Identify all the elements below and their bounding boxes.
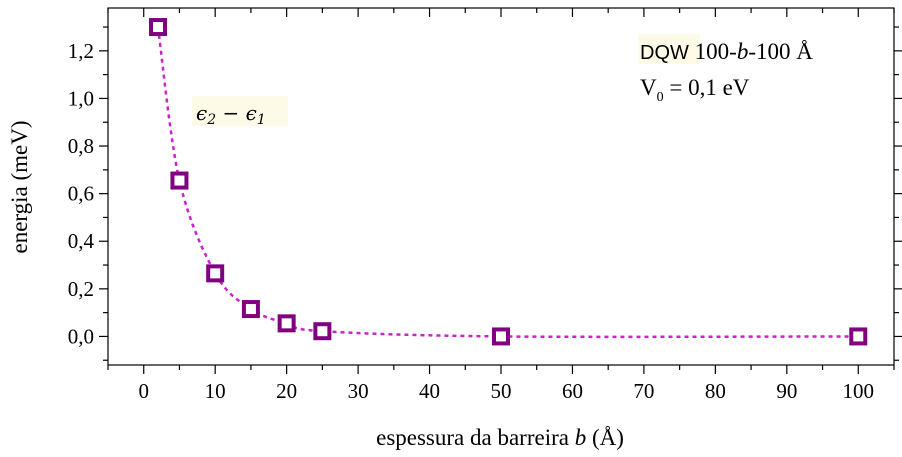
y-tick-label: 0,8: [68, 134, 94, 158]
x-axis-ticks: 0 10 20 30 40 50 60 70 80 90 100: [107, 8, 895, 403]
x-tick-label: 90: [776, 379, 797, 403]
curve-label: ϵ2 − ϵ1: [192, 96, 288, 128]
v0-annotation: V0 = 0,1 eV: [640, 75, 750, 105]
data-point-marker: [492, 327, 510, 346]
x-tick-label: 100: [843, 379, 875, 403]
data-point-marker: [849, 327, 868, 346]
y-tick-label: 1,2: [68, 39, 94, 63]
y-axis-title: energia (meV): [7, 120, 32, 253]
x-tick-label: 30: [348, 379, 369, 403]
data-point-marker: [277, 314, 296, 333]
x-tick-label: 0: [138, 379, 149, 403]
data-markers: [149, 18, 868, 346]
x-tick-label: 50: [491, 379, 512, 403]
x-tick-label: 40: [419, 379, 440, 403]
y-tick-label: 0,6: [68, 182, 94, 206]
data-point-marker: [149, 18, 168, 37]
x-tick-label: 80: [705, 379, 726, 403]
y-tick-label: 0,0: [68, 324, 94, 348]
svg-text:DQW 100-b-100 Å: DQW 100-b-100 Å: [640, 39, 813, 64]
data-point-marker: [206, 264, 225, 283]
y-axis-ticks: 0,0 0,2 0,4 0,6 0,8 1,0 1,2: [68, 26, 902, 361]
dqw-annotation: DQW 100-b-100 Å: [638, 34, 813, 64]
x-axis-title: espessura da barreira b (Å): [376, 425, 624, 450]
y-tick-label: 1,0: [68, 86, 94, 110]
data-point-marker: [313, 322, 332, 341]
data-point-marker: [241, 300, 260, 319]
data-point-marker: [170, 171, 189, 190]
x-tick-label: 10: [205, 379, 226, 403]
x-tick-label: 70: [633, 379, 654, 403]
y-tick-label: 0,4: [68, 229, 95, 253]
series-line: [156, 26, 859, 339]
svg-text:ϵ2 − ϵ1: ϵ2 − ϵ1: [196, 101, 266, 128]
x-tick-label: 20: [276, 379, 297, 403]
y-tick-label: 0,2: [68, 277, 94, 301]
x-tick-label: 60: [562, 379, 583, 403]
